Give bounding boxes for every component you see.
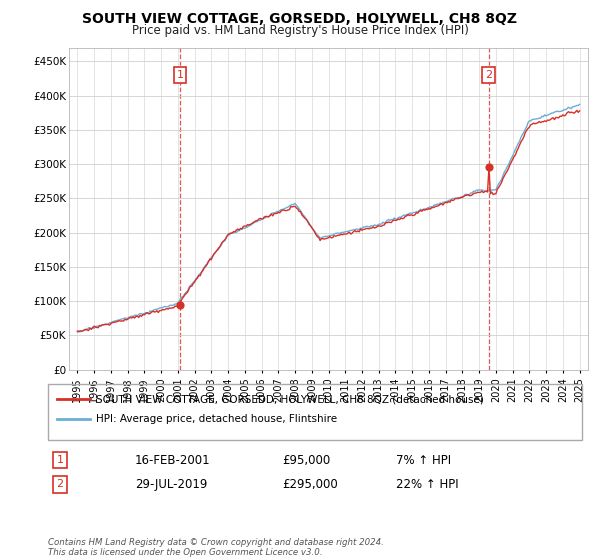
Text: 1: 1 xyxy=(56,455,64,465)
Text: £295,000: £295,000 xyxy=(282,478,338,491)
Text: HPI: Average price, detached house, Flintshire: HPI: Average price, detached house, Flin… xyxy=(96,414,337,424)
Point xyxy=(175,300,185,309)
Text: 1: 1 xyxy=(176,70,184,80)
Text: 16-FEB-2001: 16-FEB-2001 xyxy=(135,454,211,467)
Text: SOUTH VIEW COTTAGE, GORSEDD, HOLYWELL, CH8 8QZ: SOUTH VIEW COTTAGE, GORSEDD, HOLYWELL, C… xyxy=(83,12,517,26)
Text: 7% ↑ HPI: 7% ↑ HPI xyxy=(396,454,451,467)
Point xyxy=(484,163,494,172)
Text: 2: 2 xyxy=(485,70,492,80)
Text: 2: 2 xyxy=(56,479,64,489)
Text: Price paid vs. HM Land Registry's House Price Index (HPI): Price paid vs. HM Land Registry's House … xyxy=(131,24,469,36)
Text: Contains HM Land Registry data © Crown copyright and database right 2024.
This d: Contains HM Land Registry data © Crown c… xyxy=(48,538,384,557)
Text: 29-JUL-2019: 29-JUL-2019 xyxy=(135,478,208,491)
Text: SOUTH VIEW COTTAGE, GORSEDD, HOLYWELL, CH8 8QZ (detached house): SOUTH VIEW COTTAGE, GORSEDD, HOLYWELL, C… xyxy=(96,394,484,404)
Text: £95,000: £95,000 xyxy=(282,454,330,467)
Text: 22% ↑ HPI: 22% ↑ HPI xyxy=(396,478,458,491)
